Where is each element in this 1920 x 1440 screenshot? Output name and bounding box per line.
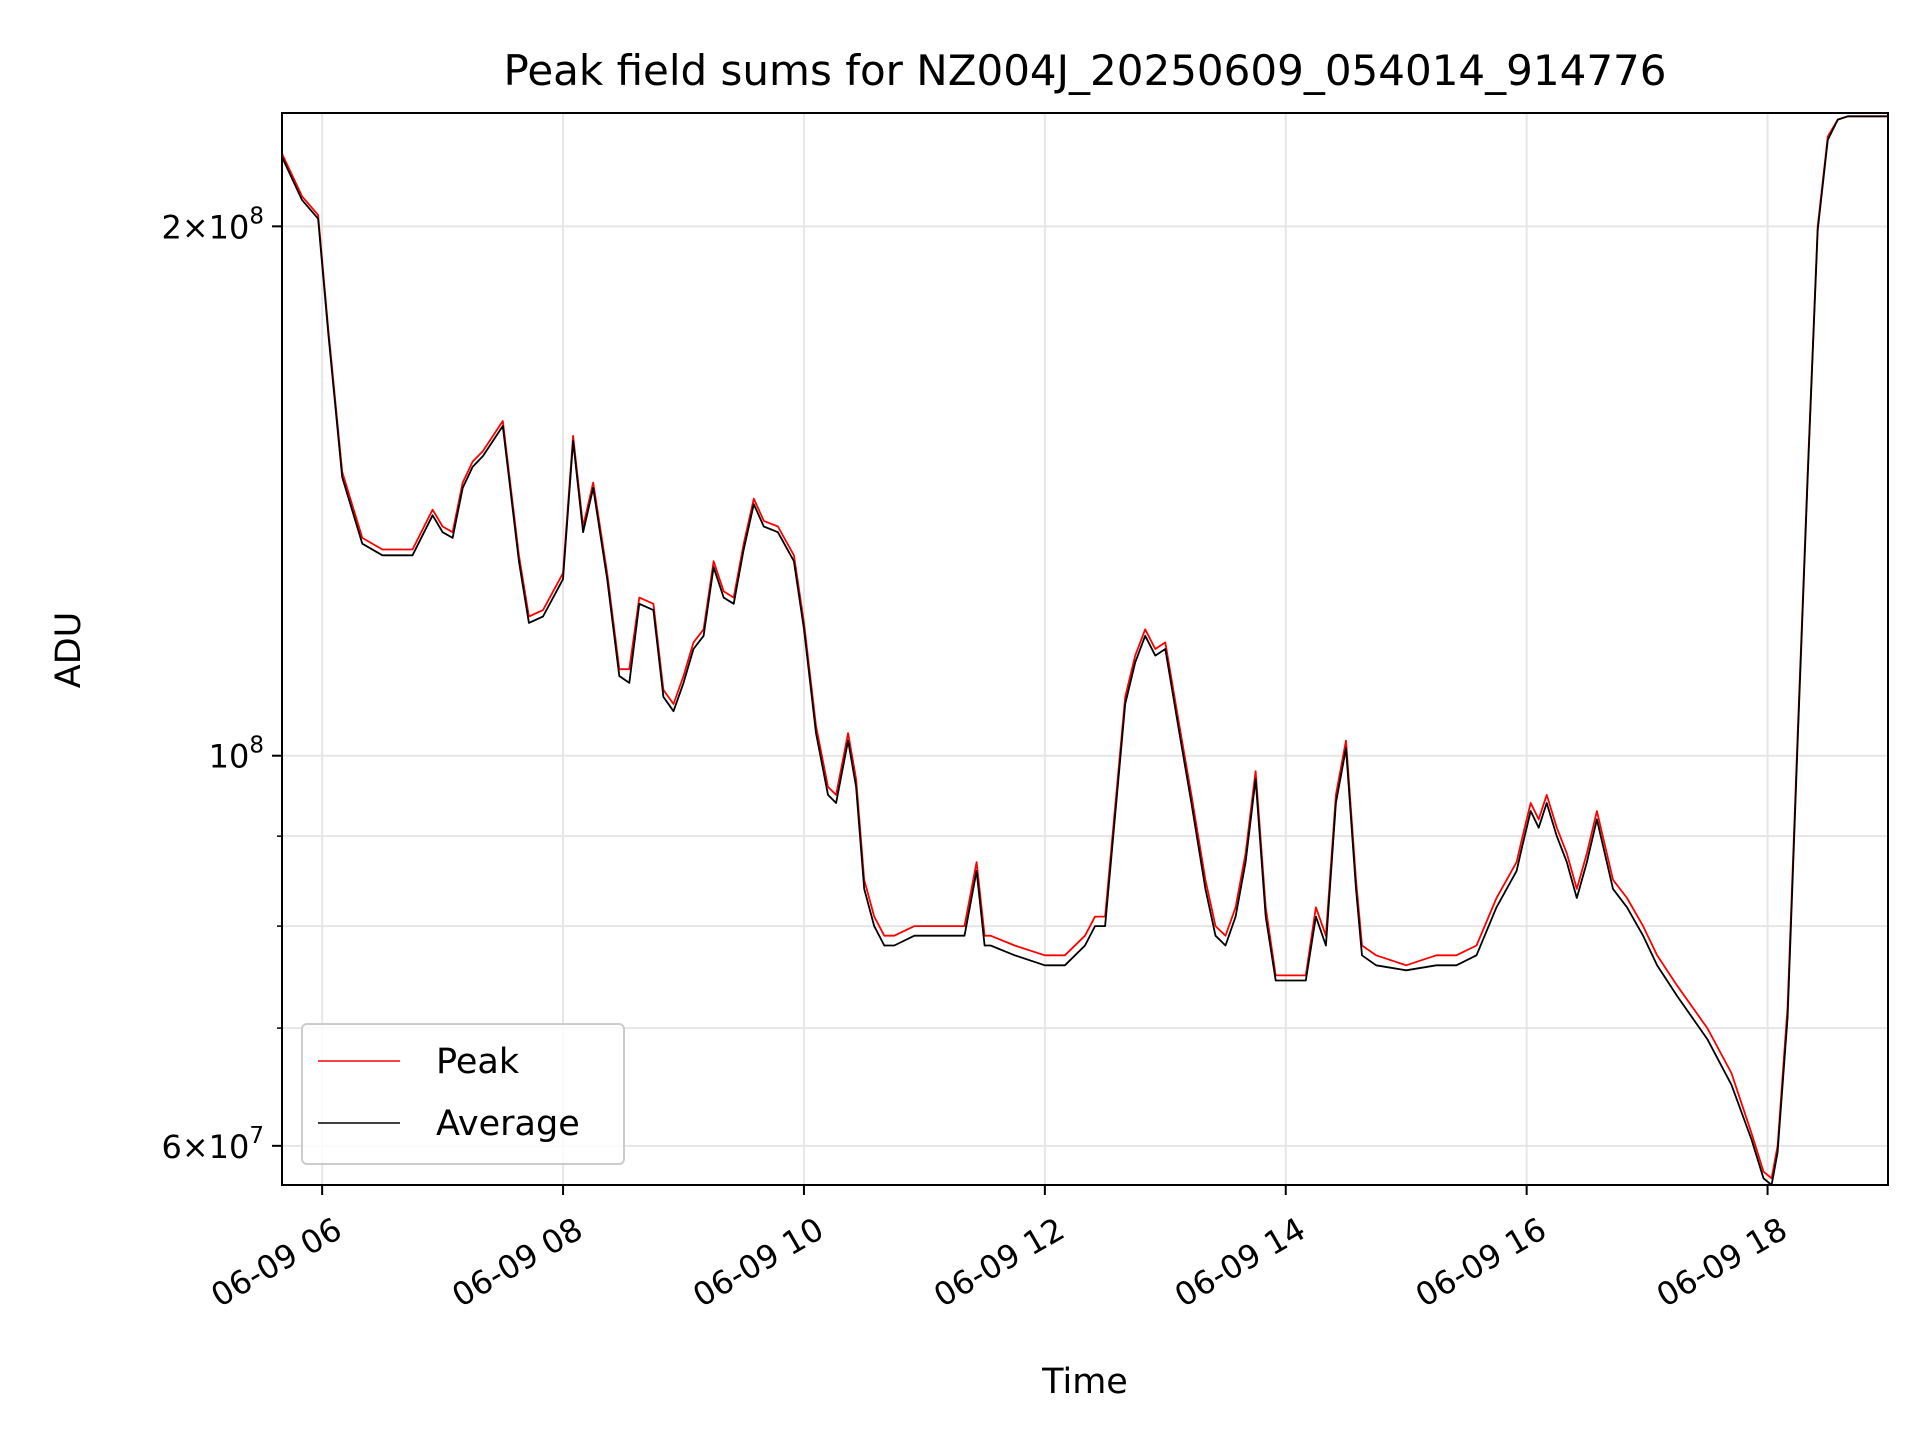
x-tick-label: 06-09 18 xyxy=(1650,1210,1794,1315)
x-axis-title: Time xyxy=(1041,1362,1128,1402)
x-tick-label: 06-09 12 xyxy=(927,1210,1071,1315)
x-tick-label: 06-09 16 xyxy=(1409,1210,1553,1315)
y-axis: 6×107 108 2×108 xyxy=(161,203,282,1166)
series-line-peak xyxy=(281,115,1888,1180)
x-tick-label: 06-09 08 xyxy=(445,1210,589,1315)
legend-box xyxy=(301,1023,625,1165)
y-tick-label: 108 xyxy=(209,733,264,776)
legend: Peak Average xyxy=(301,1023,625,1165)
legend-peak-label: Peak xyxy=(436,1042,520,1082)
y-tick-label: 2×108 xyxy=(161,203,264,246)
chart-title: Peak field sums for NZ004J_20250609_0540… xyxy=(504,46,1667,95)
series-line-average xyxy=(281,115,1888,1186)
plot-frame xyxy=(281,112,1889,1186)
y-tick-label: 6×107 xyxy=(161,1123,264,1166)
x-tick-label: 06-09 06 xyxy=(205,1210,349,1315)
legend-average-label: Average xyxy=(436,1104,580,1144)
y-axis-title: ADU xyxy=(49,612,89,689)
x-axis: 06-09 06 06-09 08 06-09 10 06-09 12 06-09 14… xyxy=(205,1185,1794,1315)
x-tick-label: 06-09 10 xyxy=(686,1210,830,1315)
series-layer xyxy=(281,115,1888,1186)
x-tick-label: 06-09 14 xyxy=(1168,1210,1312,1315)
